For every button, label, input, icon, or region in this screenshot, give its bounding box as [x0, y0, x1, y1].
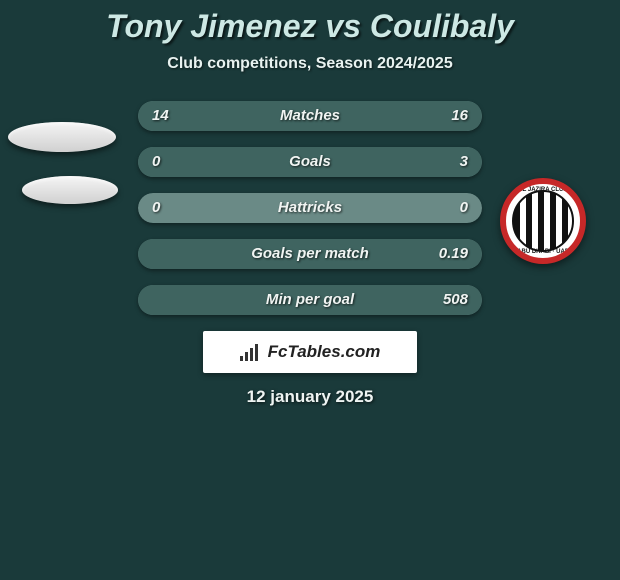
logo-text: FcTables.com [268, 342, 381, 362]
infographic-root: Tony Jimenez vs Coulibaly Club competiti… [0, 0, 620, 580]
stat-row: 508Min per goal [138, 285, 482, 315]
left-team-ellipse-1 [8, 122, 116, 152]
stat-row: 03Goals [138, 147, 482, 177]
stat-row: 0.19Goals per match [138, 239, 482, 269]
bars-icon [240, 343, 262, 361]
badge-stripes-icon [512, 190, 574, 252]
stat-label: Hattricks [138, 193, 482, 223]
subtitle: Club competitions, Season 2024/2025 [0, 55, 620, 73]
date-label: 12 january 2025 [0, 387, 620, 407]
badge-bottom-text: ABU DHABI · UAE [506, 249, 580, 255]
right-team-badge: AL JAZIRA CLUB ABU DHABI · UAE [500, 178, 586, 264]
stat-label: Goals per match [138, 239, 482, 269]
left-team-ellipse-2 [22, 176, 118, 204]
stat-row: 00Hattricks [138, 193, 482, 223]
page-title: Tony Jimenez vs Coulibaly [0, 8, 620, 45]
stat-label: Min per goal [138, 285, 482, 315]
stat-label: Matches [138, 101, 482, 131]
stat-row: 1416Matches [138, 101, 482, 131]
fctables-logo: FcTables.com [203, 331, 417, 373]
stat-rows: 1416Matches 03Goals 00Hattricks 0.19Goals p… [138, 101, 482, 315]
stat-label: Goals [138, 147, 482, 177]
